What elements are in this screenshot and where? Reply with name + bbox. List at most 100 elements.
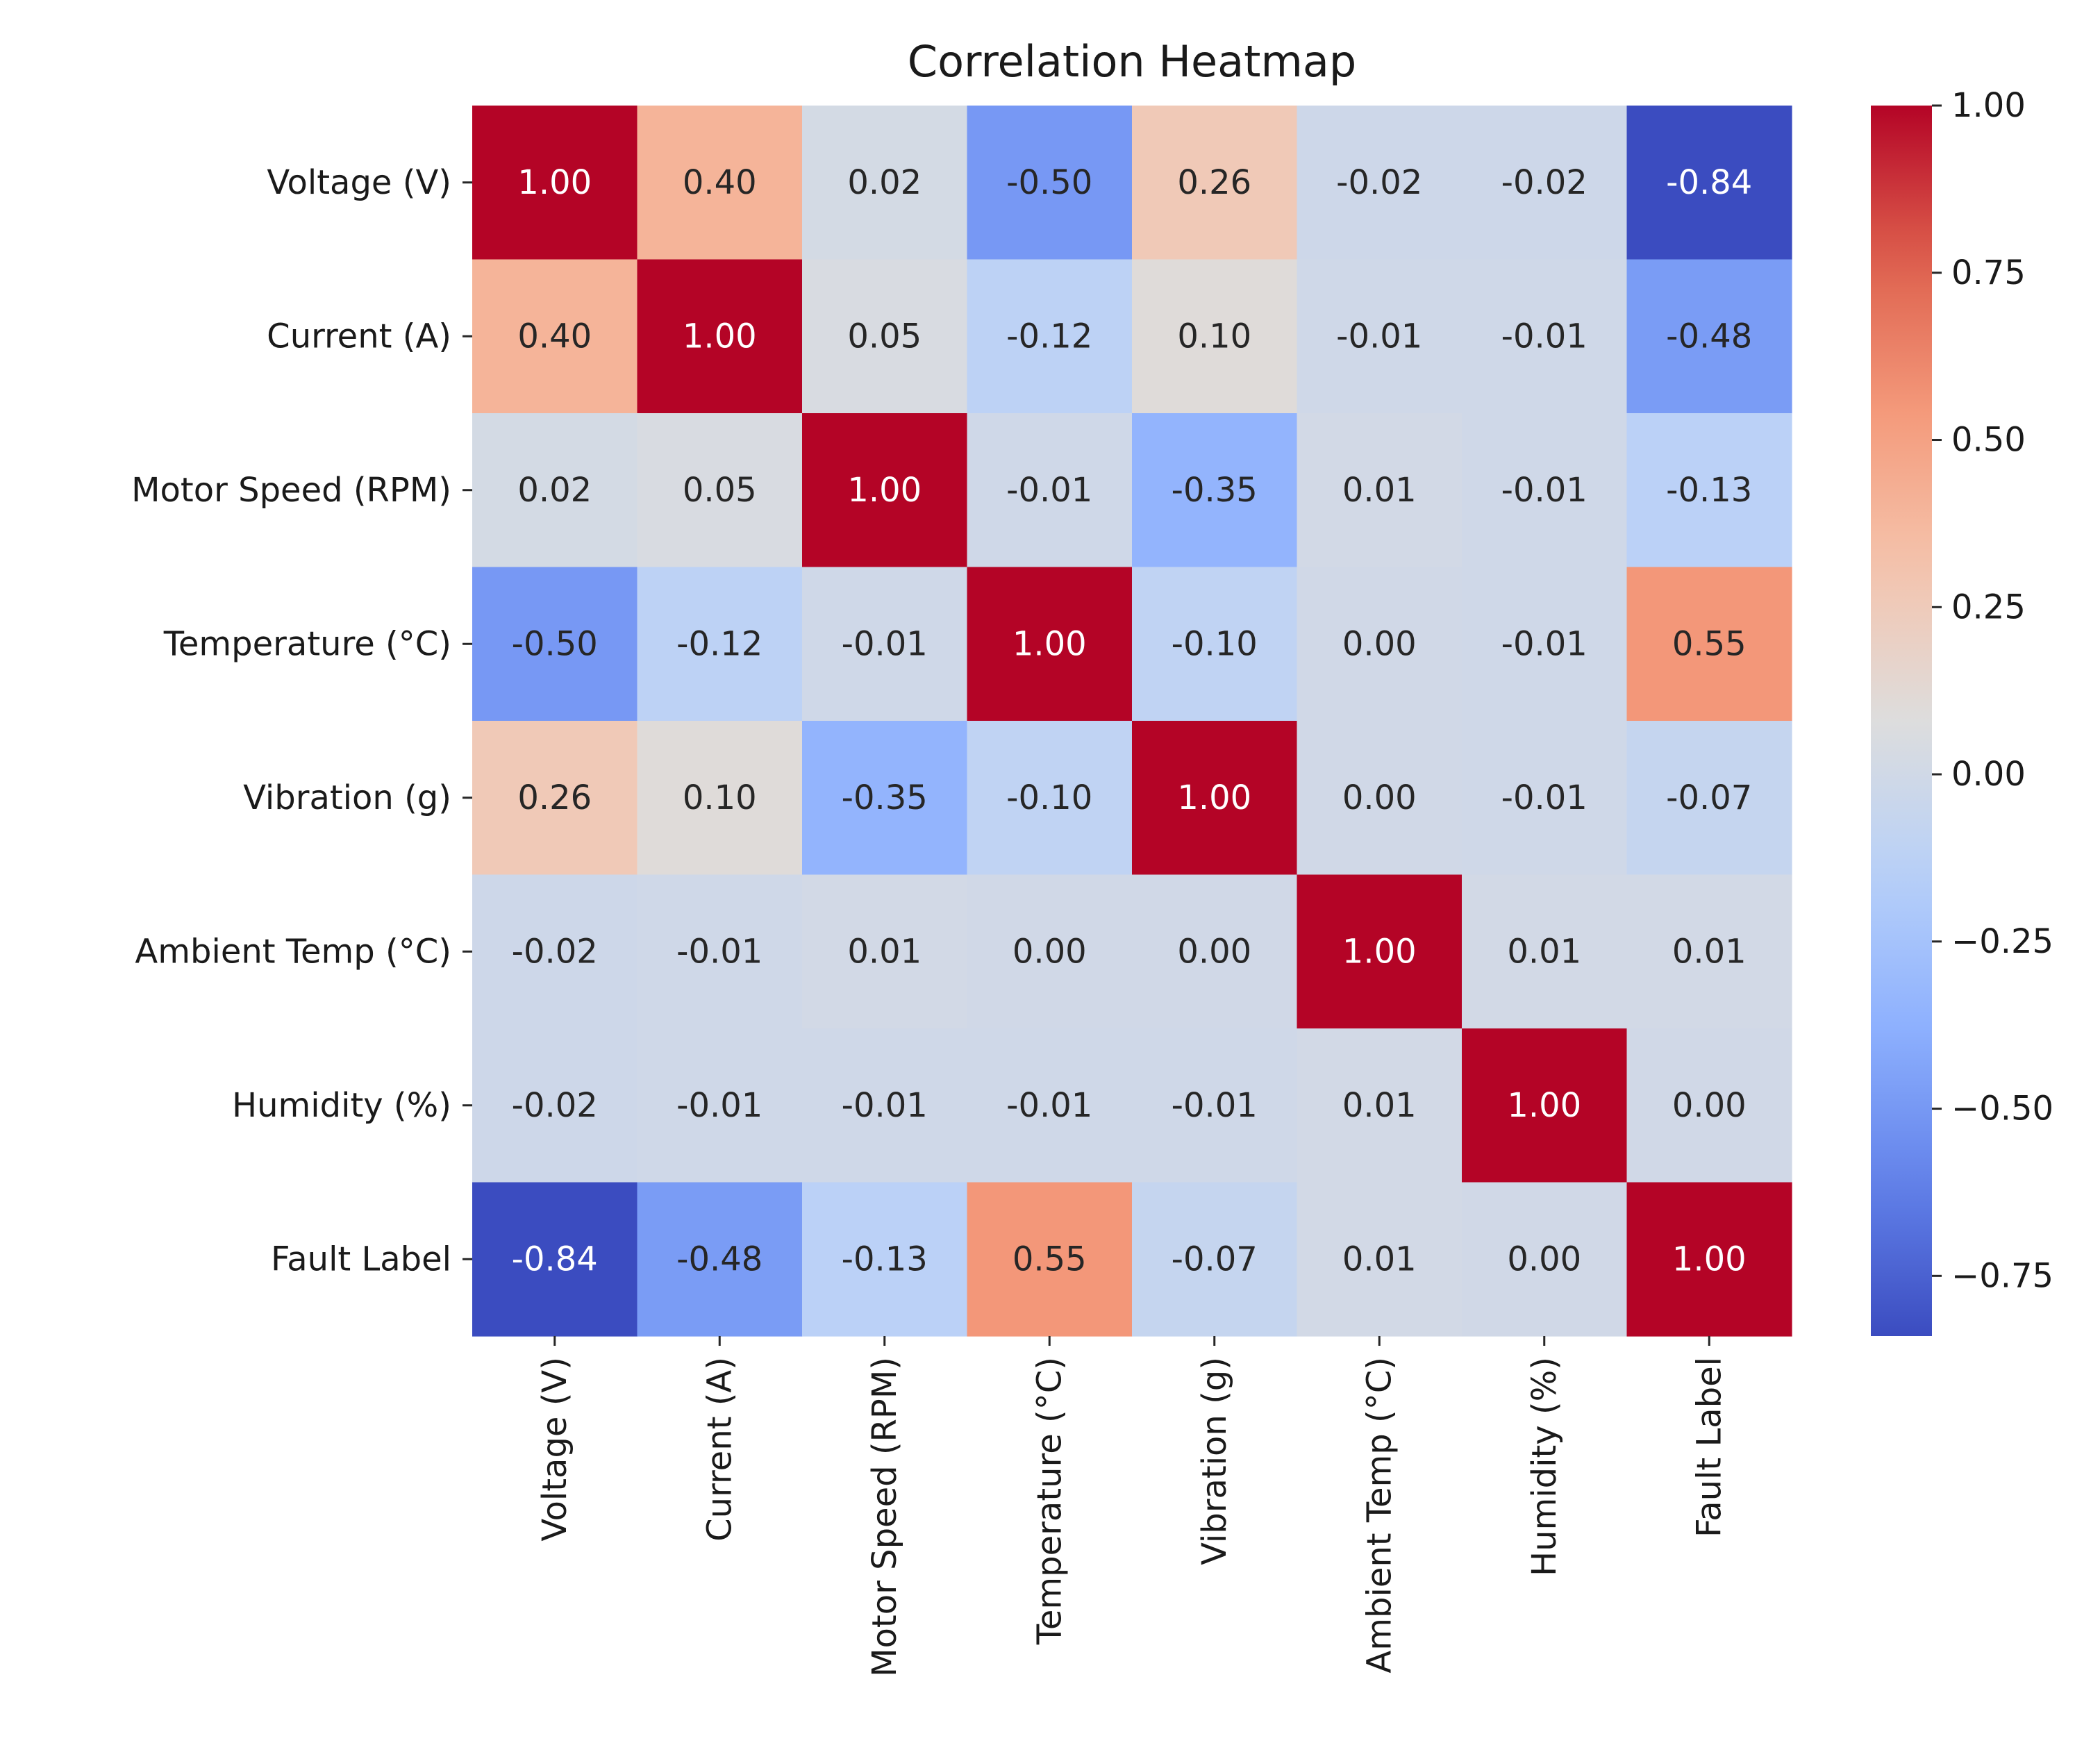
- heatmap-value-r1-c5: -0.01: [1336, 317, 1422, 356]
- heatmap-cell-r4-c3: [967, 721, 1133, 876]
- heatmap-value-r1-c2: 0.05: [847, 317, 922, 356]
- heatmap-cell-r4-c4: [1132, 721, 1298, 876]
- column-label-motor-speed-rpm: Motor Speed (RPM): [865, 1357, 904, 1677]
- column-label-vibration-g: Vibration (g): [1195, 1357, 1234, 1565]
- heatmap-cell-r6-c0: [472, 1028, 638, 1183]
- colorbar-tick-label-3: 0.25: [1951, 587, 2026, 626]
- heatmap-value-r7-c3: 0.55: [1012, 1240, 1087, 1278]
- heatmap-value-r6-c1: -0.01: [676, 1086, 762, 1125]
- colorbar: 1.00 0.75 0.50 0.25 0.00 −0.25 −0.50 −0.75: [1871, 86, 2053, 1336]
- heatmap-value-r7-c1: -0.48: [676, 1240, 762, 1278]
- heatmap-cell-r2-c4: [1132, 413, 1298, 568]
- heatmap-value-r7-c2: -0.13: [842, 1240, 928, 1278]
- heatmap-value-r4-c4: 1.00: [1177, 778, 1251, 817]
- heatmap-cell-r7-c0: [472, 1182, 638, 1337]
- row-label-vibration-g: Vibration (g): [243, 778, 451, 817]
- heatmap-cell-r6-c3: [967, 1028, 1133, 1183]
- heatmap-cell-r4-c6: [1462, 721, 1628, 876]
- heatmap-value-r7-c5: 0.01: [1342, 1240, 1417, 1278]
- heatmap-cell-r6-c5: [1297, 1028, 1462, 1183]
- heatmap-value-r2-c2: 1.00: [847, 471, 922, 510]
- heatmap-value-r6-c3: -0.01: [1006, 1086, 1092, 1125]
- heatmap-cell-r5-c2: [802, 874, 968, 1029]
- heatmap-value-r3-c5: 0.00: [1342, 624, 1417, 663]
- heatmap-cell-r4-c2: [802, 721, 968, 876]
- heatmap-value-r5-c2: 0.01: [847, 932, 922, 971]
- heatmap-value-r2-c1: 0.05: [683, 471, 757, 510]
- heatmap-cell-r2-c0: [472, 413, 638, 568]
- row-label-voltage-v: Voltage (V): [267, 163, 451, 202]
- heatmap-grid: 1.00 0.40 0.02 -0.50 0.26 -0.02 -0.02 -0.84 0.40…: [472, 106, 1792, 1337]
- heatmap-value-r6-c0: -0.02: [512, 1086, 598, 1125]
- heatmap-value-r1-c3: -0.12: [1006, 317, 1092, 356]
- heatmap-value-r6-c4: -0.01: [1172, 1086, 1258, 1125]
- heatmap-cell-r1-c7: [1626, 259, 1792, 414]
- heatmap-value-r4-c2: -0.35: [842, 778, 928, 817]
- heatmap-cell-r5-c5: [1297, 874, 1462, 1029]
- heatmap-value-r1-c7: -0.48: [1666, 317, 1752, 356]
- heatmap-value-r2-c4: -0.35: [1172, 471, 1258, 510]
- heatmap-cell-r4-c0: [472, 721, 638, 876]
- heatmap-value-r3-c1: -0.12: [676, 624, 762, 663]
- heatmap-cell-r2-c1: [637, 413, 803, 568]
- heatmap-cell-r7-c7: [1626, 1182, 1792, 1337]
- heatmap-cell-r5-c0: [472, 874, 638, 1029]
- heatmap-value-r4-c6: -0.01: [1501, 778, 1588, 817]
- heatmap-cell-r0-c7: [1626, 106, 1792, 260]
- heatmap-value-r3-c3: 1.00: [1012, 624, 1087, 663]
- heatmap-cell-r3-c2: [802, 567, 968, 722]
- heatmap-cell-r1-c3: [967, 259, 1133, 414]
- heatmap-cell-r7-c5: [1297, 1182, 1462, 1337]
- heatmap-value-r7-c7: 1.00: [1672, 1240, 1747, 1278]
- heatmap-cell-r7-c6: [1462, 1182, 1628, 1337]
- heatmap-value-r1-c1: 1.00: [683, 317, 757, 356]
- heatmap-value-r5-c0: -0.02: [512, 932, 598, 971]
- heatmap-value-r3-c2: -0.01: [842, 624, 928, 663]
- colorbar-tick-label-0: 1.00: [1951, 86, 2026, 125]
- heatmap-value-r3-c6: -0.01: [1501, 624, 1588, 663]
- heatmap-cell-r3-c3: [967, 567, 1133, 722]
- row-labels: Voltage (V) Current (A) Motor Speed (RPM) T…: [131, 163, 472, 1278]
- heatmap-value-r1-c0: 0.40: [517, 317, 592, 356]
- heatmap-cell-r7-c1: [637, 1182, 803, 1337]
- heatmap-cell-r3-c1: [637, 567, 803, 722]
- heatmap-cell-r2-c6: [1462, 413, 1628, 568]
- heatmap-value-r4-c0: 0.26: [517, 778, 592, 817]
- heatmap-cell-r0-c0: [472, 106, 638, 260]
- row-label-temperature-c: Temperature (°C): [163, 624, 451, 663]
- heatmap-value-r0-c6: -0.02: [1501, 163, 1588, 202]
- heatmap-value-r0-c3: -0.50: [1006, 163, 1092, 202]
- column-label-ambient-temp-c: Ambient Temp (°C): [1360, 1357, 1399, 1674]
- heatmap-cell-r3-c6: [1462, 567, 1628, 722]
- heatmap-cell-r4-c7: [1626, 721, 1792, 876]
- row-label-fault-label: Fault Label: [271, 1240, 451, 1278]
- column-label-fault-label: Fault Label: [1690, 1357, 1728, 1537]
- colorbar-tick-label-2: 0.50: [1951, 421, 2026, 460]
- heatmap-value-r3-c4: -0.10: [1172, 624, 1258, 663]
- heatmap-cell-r7-c2: [802, 1182, 968, 1337]
- heatmap-value-r5-c3: 0.00: [1012, 932, 1087, 971]
- heatmap-cell-r6-c1: [637, 1028, 803, 1183]
- heatmap-cell-r3-c4: [1132, 567, 1298, 722]
- heatmap-value-r2-c0: 0.02: [517, 471, 592, 510]
- heatmap-value-r4-c7: -0.07: [1666, 778, 1752, 817]
- column-label-humidity: Humidity (%): [1525, 1357, 1564, 1576]
- heatmap-cell-r6-c7: [1626, 1028, 1792, 1183]
- heatmap-value-r5-c7: 0.01: [1672, 932, 1747, 971]
- column-labels: Voltage (V) Current (A) Motor Speed (RPM) T…: [535, 1336, 1728, 1677]
- heatmap-value-r0-c2: 0.02: [847, 163, 922, 202]
- heatmap-cell-r5-c7: [1626, 874, 1792, 1029]
- heatmap-value-r0-c0: 1.00: [517, 163, 592, 202]
- heatmap-cell-r4-c5: [1297, 721, 1462, 876]
- heatmap-cell-r6-c2: [802, 1028, 968, 1183]
- colorbar-tick-label-5: −0.25: [1951, 922, 2053, 961]
- heatmap-cell-r1-c5: [1297, 259, 1462, 414]
- heatmap-cell-r6-c6: [1462, 1028, 1628, 1183]
- heatmap-value-r5-c5: 1.00: [1342, 932, 1417, 971]
- heatmap-cell-r1-c6: [1462, 259, 1628, 414]
- row-label-motor-speed-rpm: Motor Speed (RPM): [131, 471, 451, 510]
- heatmap-value-r1-c4: 0.10: [1177, 317, 1251, 356]
- heatmap-value-r4-c1: 0.10: [683, 778, 757, 817]
- heatmap-cell-r1-c0: [472, 259, 638, 414]
